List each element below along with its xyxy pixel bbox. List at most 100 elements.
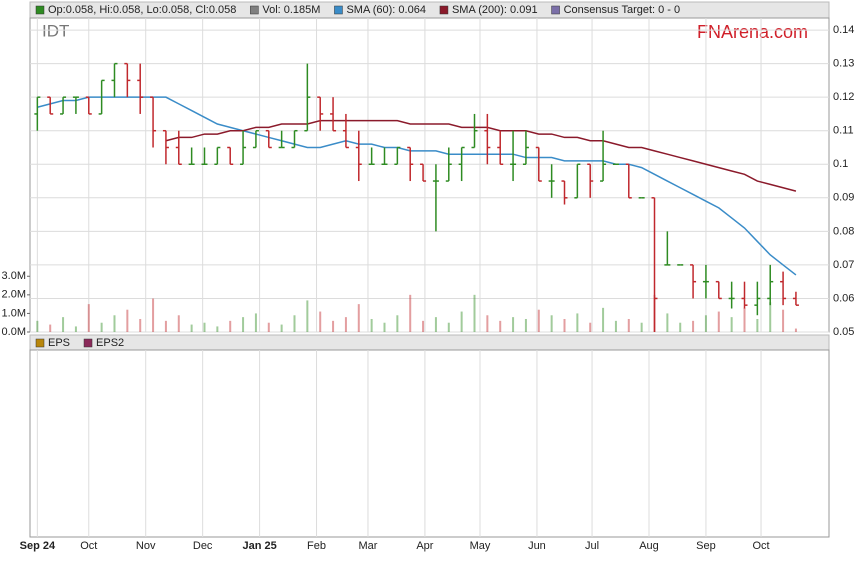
legend-label: EPS xyxy=(48,337,70,349)
legend-label: Vol: 0.185M xyxy=(262,4,320,16)
y-tick-label: 0.12 xyxy=(833,91,854,103)
x-tick-label: Dec xyxy=(193,540,213,552)
volume-bar xyxy=(679,322,682,332)
volume-bar xyxy=(370,318,373,332)
volume-bar xyxy=(447,322,450,332)
volume-bar xyxy=(409,294,412,332)
volume-bar xyxy=(769,302,772,332)
legend-label: Op:0.058, Hi:0.058, Lo:0.058, Cl:0.058 xyxy=(48,4,236,16)
legend-swatch xyxy=(250,5,259,15)
volume-bar xyxy=(152,298,155,332)
volume-bar xyxy=(460,311,463,332)
volume-bar xyxy=(396,315,399,332)
volume-bar xyxy=(589,322,592,332)
volume-bar xyxy=(216,326,219,332)
volume-bar xyxy=(113,315,116,332)
volume-bar xyxy=(229,320,232,332)
x-tick-label: May xyxy=(470,540,491,552)
volume-bar xyxy=(717,311,720,332)
volume-bar xyxy=(422,320,425,332)
legend-label: SMA (60): 0.064 xyxy=(346,4,426,16)
volume-bar xyxy=(254,313,257,332)
volume-bar xyxy=(306,300,309,332)
volume-bar xyxy=(756,318,759,332)
legend-swatch xyxy=(551,5,560,15)
volume-bar xyxy=(434,317,437,332)
x-tick-label: Jun xyxy=(528,540,546,552)
y-tick-label: 0.09 xyxy=(833,192,854,204)
eps-panel xyxy=(29,349,830,538)
y-tick-label: 0.11 xyxy=(833,125,854,137)
volume-bar xyxy=(614,320,617,332)
volume-bar xyxy=(267,322,270,332)
volume-bar xyxy=(49,324,52,332)
volume-bar xyxy=(730,317,733,332)
volume-bar xyxy=(293,315,296,332)
volume-bar xyxy=(512,317,515,332)
legend-swatch xyxy=(35,5,45,15)
x-tick-label: Feb xyxy=(307,540,326,552)
volume-bar xyxy=(36,320,39,332)
volume-bar xyxy=(704,315,707,332)
y-tick-label: 0.05 xyxy=(833,326,854,338)
sma-line xyxy=(165,119,797,192)
volume-bar xyxy=(537,309,540,332)
x-tick-label: Sep 24 xyxy=(20,540,56,552)
y-tick-label: 0.14 xyxy=(833,24,854,36)
legend-swatch xyxy=(83,338,93,348)
x-tick-label: Oct xyxy=(752,540,769,552)
legend-swatch xyxy=(334,5,343,15)
volume-bar xyxy=(486,315,489,332)
volume-bar xyxy=(344,317,347,332)
volume-bar xyxy=(100,322,103,332)
volume-bar xyxy=(62,317,65,332)
x-tick-label: Jul xyxy=(585,540,599,552)
volume-bar xyxy=(666,313,669,332)
volume-bar xyxy=(550,315,553,332)
legend-label: SMA (200): 0.091 xyxy=(452,4,538,16)
volume-bar xyxy=(499,320,502,332)
volume-bar xyxy=(563,318,566,332)
volume-bar xyxy=(640,322,643,332)
sma-line xyxy=(37,96,797,276)
y-tick-label: 0.06 xyxy=(833,292,854,304)
ticker: IDT xyxy=(42,21,69,40)
volume-bar xyxy=(139,318,142,332)
volume-bar xyxy=(332,320,335,332)
x-tick-label: Nov xyxy=(136,540,156,552)
legend-label: EPS2 xyxy=(96,337,124,349)
volume-bar xyxy=(319,311,322,332)
y-tick-label: 0.13 xyxy=(833,58,854,70)
volume-bar xyxy=(602,307,605,332)
y-tick-label: 0.07 xyxy=(833,259,854,271)
price-panel xyxy=(29,17,830,333)
volume-bar xyxy=(203,322,206,332)
volume-bar xyxy=(190,324,193,332)
volume-bar xyxy=(692,320,695,332)
x-tick-label: Sep xyxy=(696,540,716,552)
y-tick-label: 0.1 xyxy=(833,158,848,170)
volume-bar xyxy=(524,318,527,332)
legend-bar xyxy=(29,334,830,351)
volume-tick-label: 0.0M xyxy=(2,326,26,338)
volume-bar xyxy=(576,313,579,332)
volume-bar xyxy=(473,294,476,332)
volume-bar xyxy=(164,320,167,332)
volume-bar xyxy=(242,317,245,332)
volume-bar xyxy=(743,307,746,332)
legend-swatch xyxy=(439,5,449,15)
watermark: FNArena.com xyxy=(697,22,808,42)
volume-bar xyxy=(280,324,283,332)
x-tick-label: Apr xyxy=(416,540,433,552)
x-tick-label: Aug xyxy=(639,540,659,552)
x-tick-label: Oct xyxy=(80,540,97,552)
volume-bar xyxy=(383,322,386,332)
volume-tick-label: 2.0M xyxy=(2,289,26,301)
volume-tick-label: 1.0M xyxy=(2,307,26,319)
x-tick-label: Jan 25 xyxy=(242,540,276,552)
volume-bar xyxy=(794,328,797,332)
volume-tick-label: 3.0M xyxy=(2,270,26,282)
volume-bar xyxy=(74,326,77,332)
volume-bar xyxy=(627,318,630,332)
